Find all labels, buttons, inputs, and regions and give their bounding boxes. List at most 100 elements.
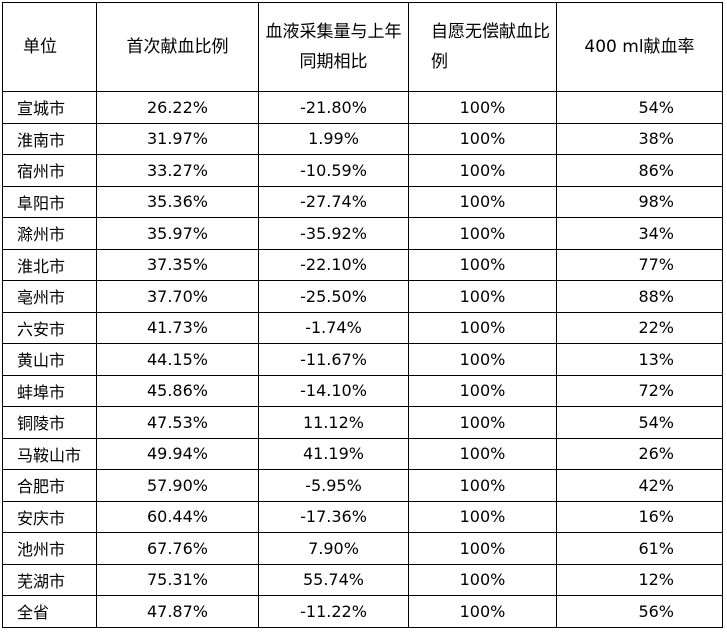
- cell-collection-yoy: -21.80%: [258, 91, 409, 124]
- cell-400ml-rate: 12%: [556, 563, 723, 596]
- cell-collection-yoy: -27.74%: [258, 185, 409, 218]
- cell-collection-yoy: -11.67%: [258, 343, 409, 376]
- table-row: 滁州市 35.97% -35.92% 100% 34%: [2, 217, 723, 250]
- cell-400ml-rate: 56%: [556, 595, 723, 628]
- cell-400ml-rate: 88%: [556, 280, 723, 313]
- cell-voluntary-ratio: 100%: [408, 563, 557, 596]
- cell-unit: 淮北市: [2, 248, 97, 281]
- cell-400ml-rate: 54%: [556, 91, 723, 124]
- table-row: 淮南市 31.97% 1.99% 100% 38%: [2, 122, 723, 155]
- cell-collection-yoy: -17.36%: [258, 500, 409, 533]
- table-row: 亳州市 37.70% -25.50% 100% 88%: [2, 280, 723, 313]
- cell-first-donation-ratio: 31.97%: [96, 122, 259, 155]
- cell-unit: 宿州市: [2, 154, 97, 187]
- cell-400ml-rate: 98%: [556, 185, 723, 218]
- cell-first-donation-ratio: 37.35%: [96, 248, 259, 281]
- cell-collection-yoy: 1.99%: [258, 122, 409, 155]
- cell-voluntary-ratio: 100%: [408, 532, 557, 565]
- cell-collection-yoy: 11.12%: [258, 406, 409, 439]
- cell-400ml-rate: 26%: [556, 437, 723, 470]
- cell-first-donation-ratio: 35.97%: [96, 217, 259, 250]
- blood-donation-table: 单位 首次献血比例 血液采集量与上年同期相比 自愿无偿献血比例 400 ml献血…: [2, 2, 723, 628]
- cell-first-donation-ratio: 47.87%: [96, 595, 259, 628]
- cell-first-donation-ratio: 60.44%: [96, 500, 259, 533]
- table-row: 马鞍山市 49.94% 41.19% 100% 26%: [2, 437, 723, 470]
- table-row: 铜陵市 47.53% 11.12% 100% 54%: [2, 406, 723, 439]
- cell-collection-yoy: -22.10%: [258, 248, 409, 281]
- cell-first-donation-ratio: 57.90%: [96, 469, 259, 502]
- cell-unit: 芜湖市: [2, 563, 97, 596]
- cell-unit: 铜陵市: [2, 406, 97, 439]
- cell-voluntary-ratio: 100%: [408, 595, 557, 628]
- cell-first-donation-ratio: 49.94%: [96, 437, 259, 470]
- cell-unit: 滁州市: [2, 217, 97, 250]
- header-first-donation-ratio: 首次献血比例: [96, 2, 259, 92]
- cell-400ml-rate: 22%: [556, 311, 723, 344]
- header-voluntary-ratio: 自愿无偿献血比例: [408, 2, 557, 92]
- table-row: 安庆市 60.44% -17.36% 100% 16%: [2, 500, 723, 533]
- cell-unit: 亳州市: [2, 280, 97, 313]
- table-row: 宿州市 33.27% -10.59% 100% 86%: [2, 154, 723, 187]
- header-400ml-rate: 400 ml献血率: [556, 2, 723, 92]
- table-row: 宣城市 26.22% -21.80% 100% 54%: [2, 91, 723, 124]
- cell-voluntary-ratio: 100%: [408, 91, 557, 124]
- header-unit: 单位: [2, 2, 97, 92]
- cell-400ml-rate: 16%: [556, 500, 723, 533]
- table-row: 全省 47.87% -11.22% 100% 56%: [2, 595, 723, 628]
- cell-voluntary-ratio: 100%: [408, 217, 557, 250]
- table-row: 合肥市 57.90% -5.95% 100% 42%: [2, 469, 723, 502]
- cell-collection-yoy: -10.59%: [258, 154, 409, 187]
- cell-unit: 全省: [2, 595, 97, 628]
- cell-collection-yoy: 55.74%: [258, 563, 409, 596]
- cell-first-donation-ratio: 26.22%: [96, 91, 259, 124]
- cell-collection-yoy: -25.50%: [258, 280, 409, 313]
- cell-first-donation-ratio: 41.73%: [96, 311, 259, 344]
- cell-first-donation-ratio: 47.53%: [96, 406, 259, 439]
- table-body: 宣城市 26.22% -21.80% 100% 54% 淮南市 31.97% 1.99% 100…: [2, 91, 723, 628]
- cell-first-donation-ratio: 44.15%: [96, 343, 259, 376]
- cell-collection-yoy: -14.10%: [258, 374, 409, 407]
- cell-unit: 合肥市: [2, 469, 97, 502]
- table-row: 黄山市 44.15% -11.67% 100% 13%: [2, 343, 723, 376]
- cell-voluntary-ratio: 100%: [408, 406, 557, 439]
- cell-400ml-rate: 72%: [556, 374, 723, 407]
- header-collection-yoy: 血液采集量与上年同期相比: [258, 2, 409, 92]
- table-header: 单位 首次献血比例 血液采集量与上年同期相比 自愿无偿献血比例 400 ml献血…: [2, 2, 723, 92]
- cell-voluntary-ratio: 100%: [408, 311, 557, 344]
- cell-400ml-rate: 42%: [556, 469, 723, 502]
- cell-voluntary-ratio: 100%: [408, 500, 557, 533]
- cell-first-donation-ratio: 35.36%: [96, 185, 259, 218]
- cell-unit: 黄山市: [2, 343, 97, 376]
- cell-voluntary-ratio: 100%: [408, 374, 557, 407]
- cell-unit: 六安市: [2, 311, 97, 344]
- cell-400ml-rate: 61%: [556, 532, 723, 565]
- table-row: 蚌埠市 45.86% -14.10% 100% 72%: [2, 374, 723, 407]
- cell-400ml-rate: 54%: [556, 406, 723, 439]
- header-row: 单位 首次献血比例 血液采集量与上年同期相比 自愿无偿献血比例 400 ml献血…: [2, 2, 723, 92]
- table-row: 六安市 41.73% -1.74% 100% 22%: [2, 311, 723, 344]
- cell-collection-yoy: -5.95%: [258, 469, 409, 502]
- table-row: 阜阳市 35.36% -27.74% 100% 98%: [2, 185, 723, 218]
- cell-400ml-rate: 86%: [556, 154, 723, 187]
- cell-voluntary-ratio: 100%: [408, 248, 557, 281]
- cell-first-donation-ratio: 45.86%: [96, 374, 259, 407]
- cell-collection-yoy: -1.74%: [258, 311, 409, 344]
- table-row: 池州市 67.76% 7.90% 100% 61%: [2, 532, 723, 565]
- cell-first-donation-ratio: 75.31%: [96, 563, 259, 596]
- cell-voluntary-ratio: 100%: [408, 343, 557, 376]
- cell-unit: 池州市: [2, 532, 97, 565]
- cell-unit: 蚌埠市: [2, 374, 97, 407]
- cell-collection-yoy: 41.19%: [258, 437, 409, 470]
- cell-voluntary-ratio: 100%: [408, 122, 557, 155]
- cell-collection-yoy: 7.90%: [258, 532, 409, 565]
- cell-unit: 安庆市: [2, 500, 97, 533]
- cell-unit: 阜阳市: [2, 185, 97, 218]
- cell-voluntary-ratio: 100%: [408, 154, 557, 187]
- cell-400ml-rate: 13%: [556, 343, 723, 376]
- cell-first-donation-ratio: 37.70%: [96, 280, 259, 313]
- cell-400ml-rate: 38%: [556, 122, 723, 155]
- cell-unit: 淮南市: [2, 122, 97, 155]
- cell-voluntary-ratio: 100%: [408, 280, 557, 313]
- cell-400ml-rate: 34%: [556, 217, 723, 250]
- cell-unit: 宣城市: [2, 91, 97, 124]
